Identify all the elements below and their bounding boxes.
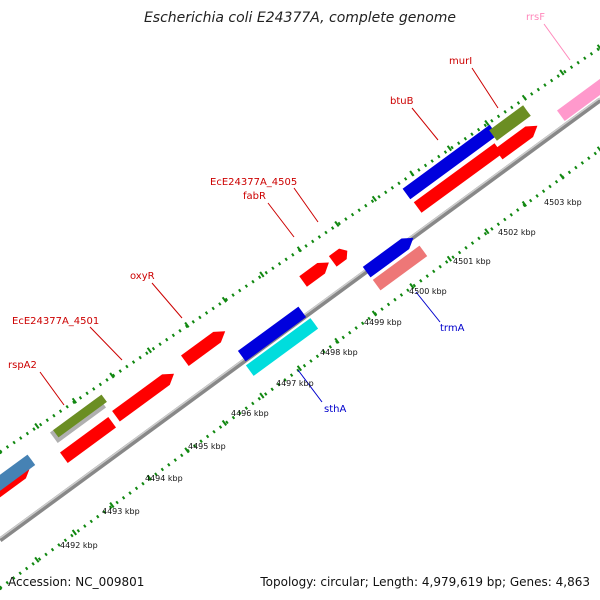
kbp-label: 4492 kbp bbox=[60, 541, 98, 550]
track-tick bbox=[0, 450, 3, 455]
gene-label-EcE24377A_4505: EcE24377A_4505 bbox=[210, 177, 297, 188]
track-tick bbox=[484, 228, 490, 235]
track-tick bbox=[559, 69, 565, 76]
track-tick bbox=[259, 271, 265, 278]
accession: Accession: NC_009801 bbox=[8, 575, 145, 589]
feature-olive-2 bbox=[489, 105, 531, 141]
feature-red-e bbox=[299, 262, 329, 287]
track-tick bbox=[184, 447, 190, 454]
track-tick bbox=[71, 529, 78, 536]
feature-blue-3 bbox=[362, 237, 414, 278]
track-tick bbox=[521, 94, 528, 101]
gene-label-sthA: sthA bbox=[324, 404, 346, 415]
track-tick bbox=[259, 392, 265, 399]
gene-label-EcE24377A_4501: EcE24377A_4501 bbox=[12, 316, 99, 327]
feature-blue-1 bbox=[237, 306, 307, 362]
track-tick bbox=[596, 44, 600, 50]
track-tick bbox=[146, 347, 152, 354]
kbp-label: 4495 kbp bbox=[188, 442, 226, 451]
leader-line bbox=[415, 291, 441, 323]
track-tick bbox=[296, 365, 303, 372]
track-tick bbox=[446, 255, 453, 262]
track-tick bbox=[146, 474, 152, 481]
track-tick bbox=[109, 502, 115, 509]
track-tick bbox=[484, 119, 490, 126]
gene-label-btuB: btuB bbox=[390, 96, 414, 107]
feature-red-d bbox=[181, 331, 226, 366]
feature-red-f bbox=[328, 248, 348, 267]
leader-line bbox=[297, 369, 323, 403]
leader-line bbox=[543, 23, 571, 61]
gene-label-murI: murI bbox=[449, 56, 472, 67]
leader-line bbox=[293, 187, 319, 223]
kbp-label: 4498 kbp bbox=[320, 348, 358, 357]
leader-line bbox=[267, 202, 295, 238]
kbp-label: 4497 kbp bbox=[276, 379, 314, 388]
kbp-label: 4493 kbp bbox=[102, 507, 140, 516]
gene-label-rrsF: rrsF bbox=[526, 12, 545, 23]
track-tick bbox=[596, 146, 600, 152]
feature-olive bbox=[53, 394, 107, 438]
kbp-label: 4494 kbp bbox=[145, 474, 183, 483]
feature-red-c bbox=[112, 373, 174, 422]
track-tick bbox=[559, 173, 565, 180]
genome-summary: Topology: circular; Length: 4,979,619 bp… bbox=[260, 575, 590, 589]
kbp-label: 4502 kbp bbox=[498, 228, 536, 237]
kbp-label: 4496 kbp bbox=[231, 409, 269, 418]
track-tick bbox=[371, 195, 378, 202]
leader-line bbox=[151, 282, 183, 319]
feature-pink bbox=[557, 78, 600, 121]
track-tick bbox=[409, 283, 415, 290]
kbp-label: 4500 kbp bbox=[409, 287, 447, 296]
track-tick bbox=[221, 419, 228, 426]
feature-red-a bbox=[0, 467, 31, 498]
gene-label-trmA: trmA bbox=[440, 323, 465, 334]
track-tick bbox=[184, 321, 190, 328]
kbp-label: 4501 kbp bbox=[453, 257, 491, 266]
feature-blue-2 bbox=[402, 124, 498, 200]
feature-red-b bbox=[60, 417, 116, 463]
feature-cyan bbox=[245, 318, 319, 376]
gene-label-fabR: fabR bbox=[243, 191, 266, 202]
track-tick bbox=[334, 220, 340, 227]
feature-red-h bbox=[494, 125, 538, 160]
title: Escherichia coli E24377A, complete genom… bbox=[143, 10, 457, 26]
track-tick bbox=[371, 310, 378, 317]
gene-label-rspA2: rspA2 bbox=[8, 360, 37, 371]
track-tick bbox=[221, 296, 227, 303]
kbp-label: 4499 kbp bbox=[364, 318, 402, 327]
gene-label-oxyR: oxyR bbox=[130, 271, 155, 282]
track-tick bbox=[334, 337, 340, 344]
track-tick bbox=[34, 422, 40, 429]
kbp-label: 4503 kbp bbox=[544, 198, 582, 207]
leader-line bbox=[471, 67, 499, 109]
track-tick bbox=[71, 397, 77, 404]
track-tick bbox=[521, 200, 528, 207]
leader-line bbox=[39, 371, 65, 406]
feature-salmon bbox=[372, 245, 428, 291]
feature-steelblue bbox=[0, 454, 36, 491]
leader-line bbox=[89, 326, 123, 361]
track-tick bbox=[409, 170, 415, 177]
track-tick bbox=[0, 586, 2, 591]
feature-red-g bbox=[413, 143, 503, 213]
track-tick bbox=[296, 246, 303, 253]
leader-line bbox=[411, 107, 439, 141]
track-tick bbox=[34, 556, 40, 563]
track-tick bbox=[446, 145, 453, 152]
track-tick bbox=[109, 372, 115, 379]
